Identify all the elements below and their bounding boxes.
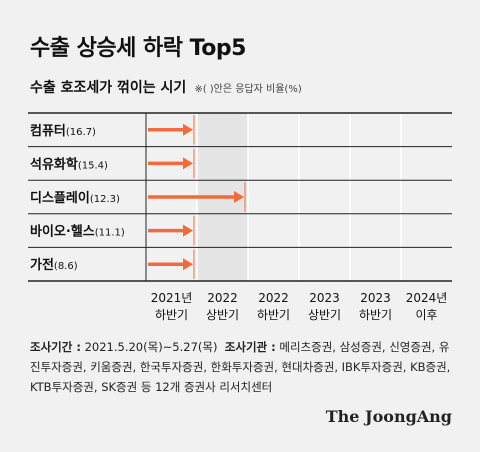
x-tick-year: 2023 (309, 291, 340, 305)
chart-title: 수출 상승세 하락 Top5 (30, 36, 246, 61)
chart-canvas: 컴퓨터(16.7) 석유화학(15.4) 디스플레이(12.3) 바이오·헬스(11.… (28, 112, 452, 322)
category-label: 바이오·헬스(11.1) (30, 224, 125, 240)
x-tick-half: 상반기 (206, 308, 239, 322)
x-tick-year: 2023 (360, 291, 391, 305)
survey-period: 2021.5.20(목)~5.27(목) (84, 340, 218, 354)
x-tick-year: 2022 (258, 291, 289, 305)
subtitle-note: ※( )안은 응답자 비율(%) (194, 84, 302, 95)
institutions: 메리츠증권, 삼성증권, 신영증권, 유진투자증권, 키움증권, 한국투자증권,… (30, 340, 451, 394)
x-tick-year: 2024년 (406, 291, 448, 305)
x-tick-half: 하반기 (155, 308, 188, 322)
x-tick-year: 2022 (207, 291, 238, 305)
category-label: 디스플레이(12.3) (30, 190, 120, 206)
arrow-head (183, 258, 193, 271)
survey-info: 조사기간 : 2021.5.20(목)~5.27(목) 조사기관 : 메리츠증권… (30, 337, 455, 397)
category-label: 석유화학(15.4) (30, 156, 108, 172)
survey-period-label: 조사기간 : (30, 340, 81, 354)
arrow-head (183, 224, 193, 237)
category-label: 컴퓨터(16.7) (30, 123, 96, 139)
x-tick-half: 상반기 (308, 308, 341, 322)
institutions-label: 조사기관 : (224, 340, 276, 354)
arrow-head (234, 191, 244, 203)
category-label: 가전(8.6) (30, 257, 78, 273)
x-tick-half: 하반기 (359, 308, 392, 322)
chart-subtitle: 수출 호조세가 꺾이는 시기 ※( )안은 응답자 비율(%) (30, 77, 302, 97)
arrow-head (183, 157, 193, 170)
x-tick-half: 이후 (415, 308, 437, 322)
x-tick-year: 2021년 (151, 291, 193, 305)
subtitle-text: 수출 호조세가 꺾이는 시기 (30, 80, 187, 96)
arrow-head (183, 123, 193, 136)
brand-logo: The JoongAng (325, 407, 452, 426)
x-tick-half: 하반기 (257, 308, 290, 322)
